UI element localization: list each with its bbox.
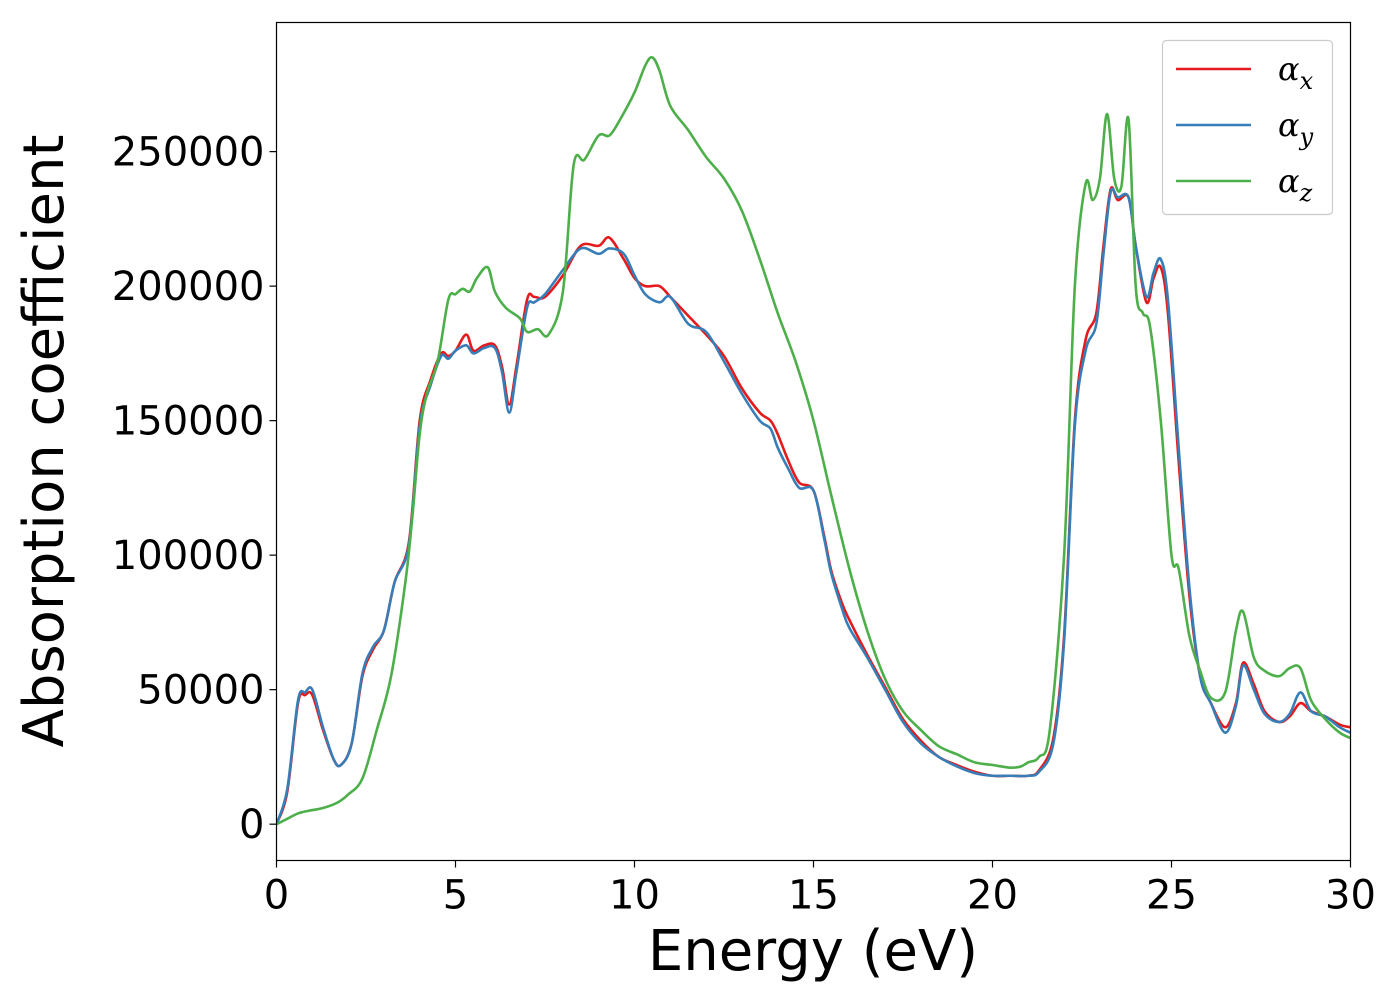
series-layer	[276, 56, 1351, 826]
y-tick-label: 250000	[112, 130, 265, 176]
series-line-x	[276, 186, 1351, 826]
y-axis-title: Absorption coefficient	[12, 135, 77, 748]
y-tick-label: 150000	[112, 399, 265, 445]
y-axis: 0 50000 100000 150000 200000 250000	[112, 130, 277, 848]
legend-label-z: αz	[1278, 162, 1313, 207]
y-tick-label: 50000	[137, 668, 264, 714]
series-line-z	[276, 56, 1351, 826]
y-tick-label: 200000	[112, 264, 265, 310]
legend-label-y: αy	[1278, 106, 1314, 151]
x-tick-label: 20	[967, 873, 1018, 919]
legend-label-x: αx	[1278, 50, 1314, 95]
x-tick-label: 5	[443, 873, 468, 919]
x-tick-label: 25	[1146, 873, 1197, 919]
legend-frame	[1161, 39, 1334, 216]
y-tick-label: 100000	[112, 533, 265, 579]
x-tick-label: 0	[264, 873, 289, 919]
x-tick-label: 15	[788, 873, 839, 919]
x-axis: 0 5 10 15 20 25 30	[264, 860, 1376, 919]
x-tick-label: 10	[609, 873, 660, 919]
legend: αx αy αz	[1161, 39, 1334, 216]
x-axis-title: Energy (eV)	[648, 919, 978, 984]
series-line-y	[276, 187, 1351, 826]
y-tick-label: 0	[239, 802, 264, 848]
x-tick-label: 30	[1325, 873, 1376, 919]
